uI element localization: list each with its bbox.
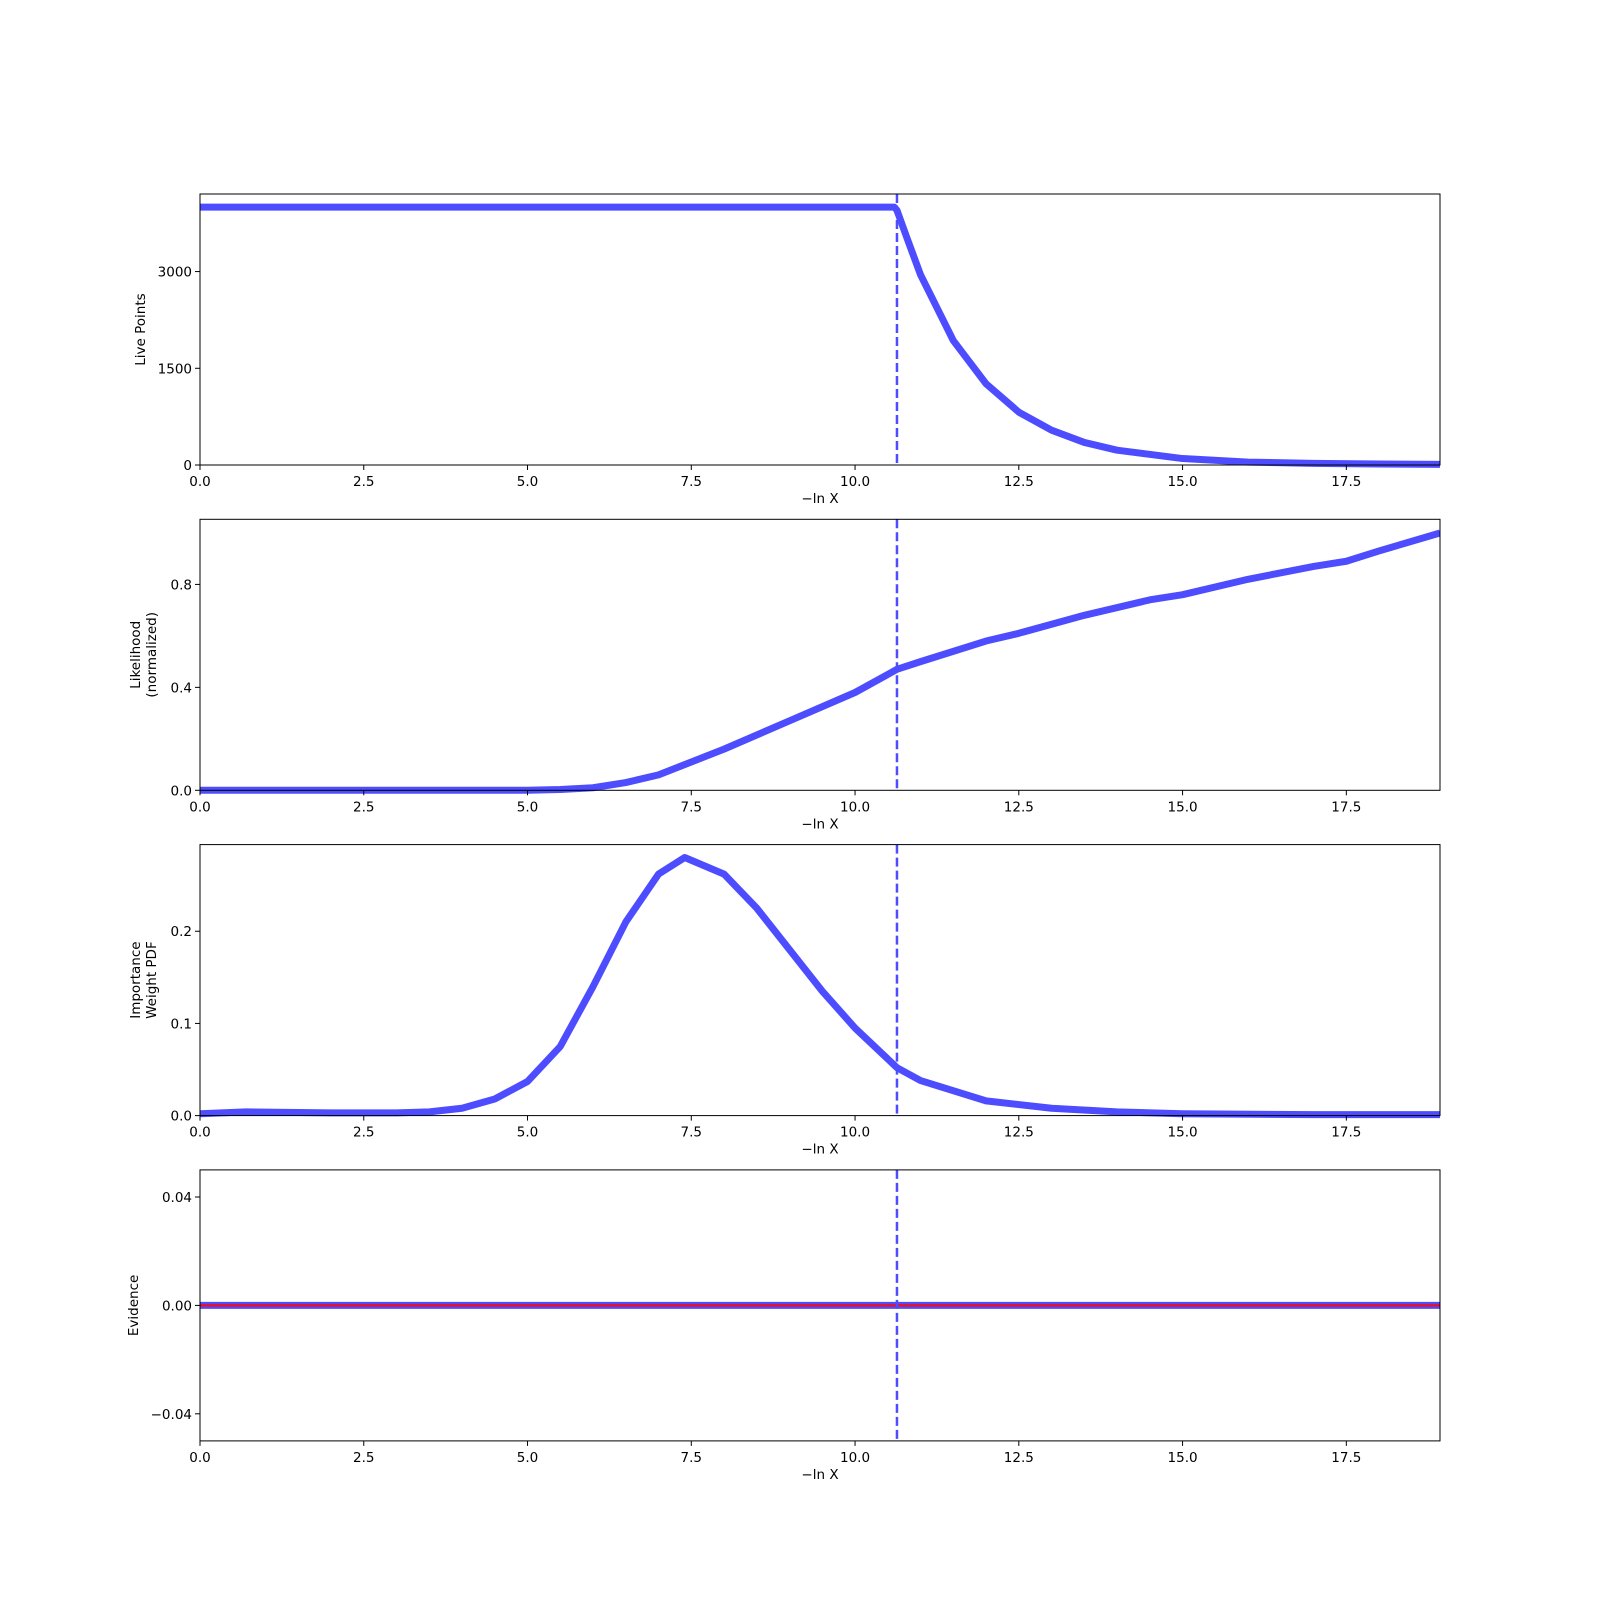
y-axis-label: Evidence	[126, 1275, 142, 1336]
y-tick-label: 0.0	[171, 1109, 192, 1125]
x-tick-label: 0.0	[189, 1125, 210, 1141]
y-axis-label: Live Points	[133, 293, 149, 365]
x-tick-label: 0.0	[189, 1450, 210, 1466]
y-tick-label: 0.04	[162, 1190, 192, 1206]
y-axis-label: Importance	[128, 941, 144, 1018]
x-tick-label: 10.0	[840, 1450, 870, 1466]
x-tick-label: 15.0	[1168, 1125, 1198, 1141]
x-tick-label: 7.5	[681, 474, 702, 490]
x-tick-label: 10.0	[840, 799, 870, 815]
axes-frame	[199, 518, 1441, 791]
x-tick-label: 7.5	[681, 1450, 702, 1466]
x-tick-label: 0.0	[189, 474, 210, 490]
x-axis-label: −ln X	[801, 491, 838, 507]
axes-frame	[199, 193, 1441, 466]
x-tick-label: 17.5	[1331, 799, 1361, 815]
x-tick-label: 15.0	[1168, 799, 1198, 815]
x-tick-label: 17.5	[1331, 1125, 1361, 1141]
axes-frame	[199, 844, 1441, 1117]
x-tick-label: 12.5	[1004, 799, 1034, 815]
x-tick-label: 10.0	[840, 1125, 870, 1141]
y-tick-label: 0.8	[171, 577, 192, 593]
x-tick-label: 0.0	[189, 799, 210, 815]
x-axis-label: −ln X	[801, 816, 838, 832]
y-tick-label: 0.0	[171, 783, 192, 799]
x-tick-label: 15.0	[1168, 1450, 1198, 1466]
x-tick-label: 12.5	[1004, 474, 1034, 490]
y-tick-label: 0	[183, 458, 192, 474]
x-tick-label: 5.0	[517, 474, 538, 490]
x-tick-label: 5.0	[517, 1125, 538, 1141]
x-tick-label: 7.5	[681, 799, 702, 815]
x-tick-label: 2.5	[353, 1450, 374, 1466]
x-axis-label: −ln X	[801, 1467, 838, 1483]
y-tick-label: 0.1	[171, 1016, 192, 1032]
x-tick-label: 5.0	[517, 1450, 538, 1466]
y-axis-label: Likelihood	[128, 621, 144, 689]
x-tick-label: 7.5	[681, 1125, 702, 1141]
x-tick-label: 2.5	[353, 799, 374, 815]
data-line	[200, 854, 1440, 1119]
y-tick-label: 0.2	[171, 924, 192, 940]
y-axis-label: (normalized)	[144, 612, 160, 698]
y-tick-label: 0.4	[171, 680, 192, 696]
y-tick-label: 0.00	[162, 1298, 192, 1314]
x-tick-label: 2.5	[353, 474, 374, 490]
x-tick-label: 17.5	[1331, 474, 1361, 490]
y-axis-label: Weight PDF	[144, 941, 160, 1019]
y-tick-label: 1500	[158, 361, 192, 377]
x-tick-label: 12.5	[1004, 1450, 1034, 1466]
x-tick-label: 15.0	[1168, 474, 1198, 490]
y-tick-label: −0.04	[151, 1407, 192, 1423]
x-axis-label: −ln X	[801, 1142, 838, 1158]
data-line	[200, 203, 1440, 468]
x-tick-label: 2.5	[353, 1125, 374, 1141]
x-tick-label: 17.5	[1331, 1450, 1361, 1466]
data-line	[200, 529, 1440, 794]
y-tick-label: 3000	[158, 265, 192, 281]
x-tick-label: 5.0	[517, 799, 538, 815]
x-tick-label: 12.5	[1004, 1125, 1034, 1141]
x-tick-label: 10.0	[840, 474, 870, 490]
